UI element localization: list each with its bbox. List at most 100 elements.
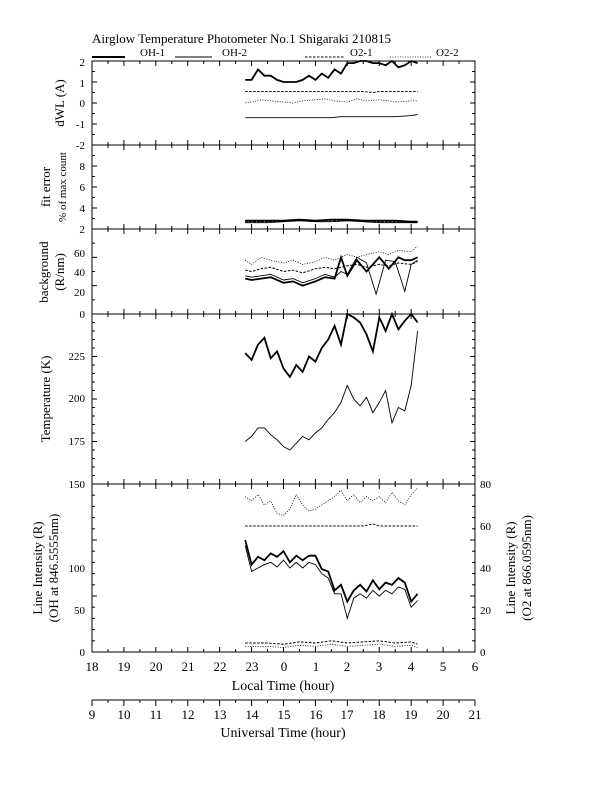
x-ut-tick: 16 [310,707,324,722]
dwl-tick-label: 1 [80,78,86,90]
x-ut-tick: 20 [437,707,450,722]
panel-dwl-frame [91,60,476,146]
bg-tick-label: 40 [74,267,86,279]
temp-tick-label: 150 [69,479,86,491]
x-local-tick: 2 [344,659,351,674]
int-tick-label: 0 [80,647,86,659]
temp-tick-label: 175 [69,436,86,448]
panel-temp-frame [91,313,476,485]
int-right-tick-label: 40 [480,563,492,575]
x-local-tick: 3 [376,659,383,674]
dwl-tick-label: 0 [80,98,86,110]
dwl-tick-label: -2 [76,140,85,152]
series-line-line-o2-1 [245,523,418,527]
series-line-background-oh-2 [245,256,418,296]
fit-ylabel-line2: % of max count [57,152,69,222]
x-local-axis-label: Local Time (hour) [232,679,335,694]
temp-tick-label: 200 [69,393,86,405]
x-local-tick-labels: 18 19 20 21 22 23 0 1 2 3 4 5 6 [86,659,479,674]
series-line-line-o2-2 [244,487,418,516]
temp-tick-label: 225 [69,351,86,363]
x-ut-tick: 13 [214,707,227,722]
x-local-tick: 6 [472,659,479,674]
x-ut-tick: 21 [469,707,482,722]
series-line-temperature-oh-1 [244,311,419,379]
bg-ylabel-line2: (R/nm) [52,253,67,291]
chart-title: Airglow Temperature Photometer No.1 Shig… [92,31,391,46]
x-ut-tick: 12 [182,707,195,722]
series-line-dwl-oh-2 [245,114,418,119]
x-ut-tick-labels: 9 10 11 12 13 14 15 16 17 18 19 20 21 [89,707,482,722]
x-local-tick: 18 [86,659,99,674]
series-line-dwl-oh-1 [245,59,418,83]
series-line-background-oh-1 [245,254,418,287]
x-ut-tick: 14 [246,707,260,722]
x-ut-tick: 17 [341,707,355,722]
fit-ylabel-line1: fit error [38,166,53,207]
data-series [244,59,419,648]
x-local-tick: 21 [182,659,195,674]
dwl-tick-label: -1 [76,119,85,131]
int-right-tick-label: 0 [480,647,486,659]
x-local-tick: 0 [281,659,288,674]
panel-ticks [91,60,476,653]
x-local-tick: 22 [214,659,227,674]
int-right-ylabel-line2: (O2 at 866.0595nm) [519,515,534,621]
bg-tick-label: 20 [74,287,86,299]
x-local-tick: 19 [118,659,131,674]
x-ut-tick: 15 [278,707,291,722]
int-right-tick-label: 20 [480,605,492,617]
legend: OH-1 OH-2 O2-1 O2-2 [92,47,459,59]
bg-tick-label: 0 [80,309,86,321]
fit-tick-label: 6 [80,182,86,194]
series-line-fit-o2-1 [245,220,418,223]
series-line-line-oh-2 [244,545,418,621]
x-local-tick: 1 [313,659,320,674]
int-ylabel-line1: Line Intensity (R) [30,521,45,614]
y-tick-labels: 2 1 0 -1 -2 8 6 4 2 0 60 40 20 0 225 200… [69,57,86,659]
x-ut-tick: 9 [89,707,96,722]
series-line-background-o2-1 [245,261,418,274]
bg-ylabel-line1: background [36,241,51,303]
dwl-ylabel: dWL (A) [52,79,67,127]
fit-tick-label: 8 [80,161,86,173]
x-local-tick: 23 [246,659,259,674]
right-tick-labels: 80 60 40 20 0 [480,479,492,659]
series-line-dwl-o2-2 [245,98,418,104]
series-line-fit-oh-1 [245,218,418,223]
legend-label-oh2: OH-2 [222,47,247,59]
dwl-tick-label: 2 [80,57,86,69]
series-line-background-o2-2 [244,245,418,265]
x-ut-tick: 10 [118,707,131,722]
x-local-tick: 4 [408,659,415,674]
fit-tick-label: 4 [80,203,86,215]
legend-label-oh1: OH-1 [140,47,165,59]
series-line-fit-o2-2 [245,220,418,224]
legend-label-o22: O2-2 [436,47,459,59]
int-right-tick-label: 80 [480,479,492,491]
panel-bg-frame [91,228,476,315]
series-line-temperature-oh-2 [244,330,419,451]
x-ut-axis-label: Universal Time (hour) [220,726,346,741]
temp-ylabel: Temperature (K) [38,356,53,443]
series-line-line-oh-1 [244,539,419,604]
y-axis-labels: dWL (A) fit error % of max count backgro… [30,79,534,622]
x-local-tick: 20 [150,659,163,674]
fit-tick-label: 2 [80,224,86,236]
panel-int-frame [91,483,476,653]
series-line-dwl-o2-1 [245,91,418,94]
int-tick-label: 50 [74,605,86,617]
int-ylabel-line2: (OH at 846.5555nm) [46,514,61,623]
x-local-tick: 5 [440,659,447,674]
x-ut-tick: 11 [150,707,163,722]
series-line-line-o2-2-low [245,643,418,648]
panel-fit-frame [91,144,476,230]
ut-axis-ticks [91,700,476,706]
int-right-ylabel-line1: Line Intensity (R) [503,521,518,614]
x-ut-tick: 19 [405,707,418,722]
x-ut-tick: 18 [373,707,386,722]
series-line-line-o2-1-low [245,640,418,645]
bg-tick-label: 60 [74,248,86,260]
int-tick-label: 100 [69,563,86,575]
